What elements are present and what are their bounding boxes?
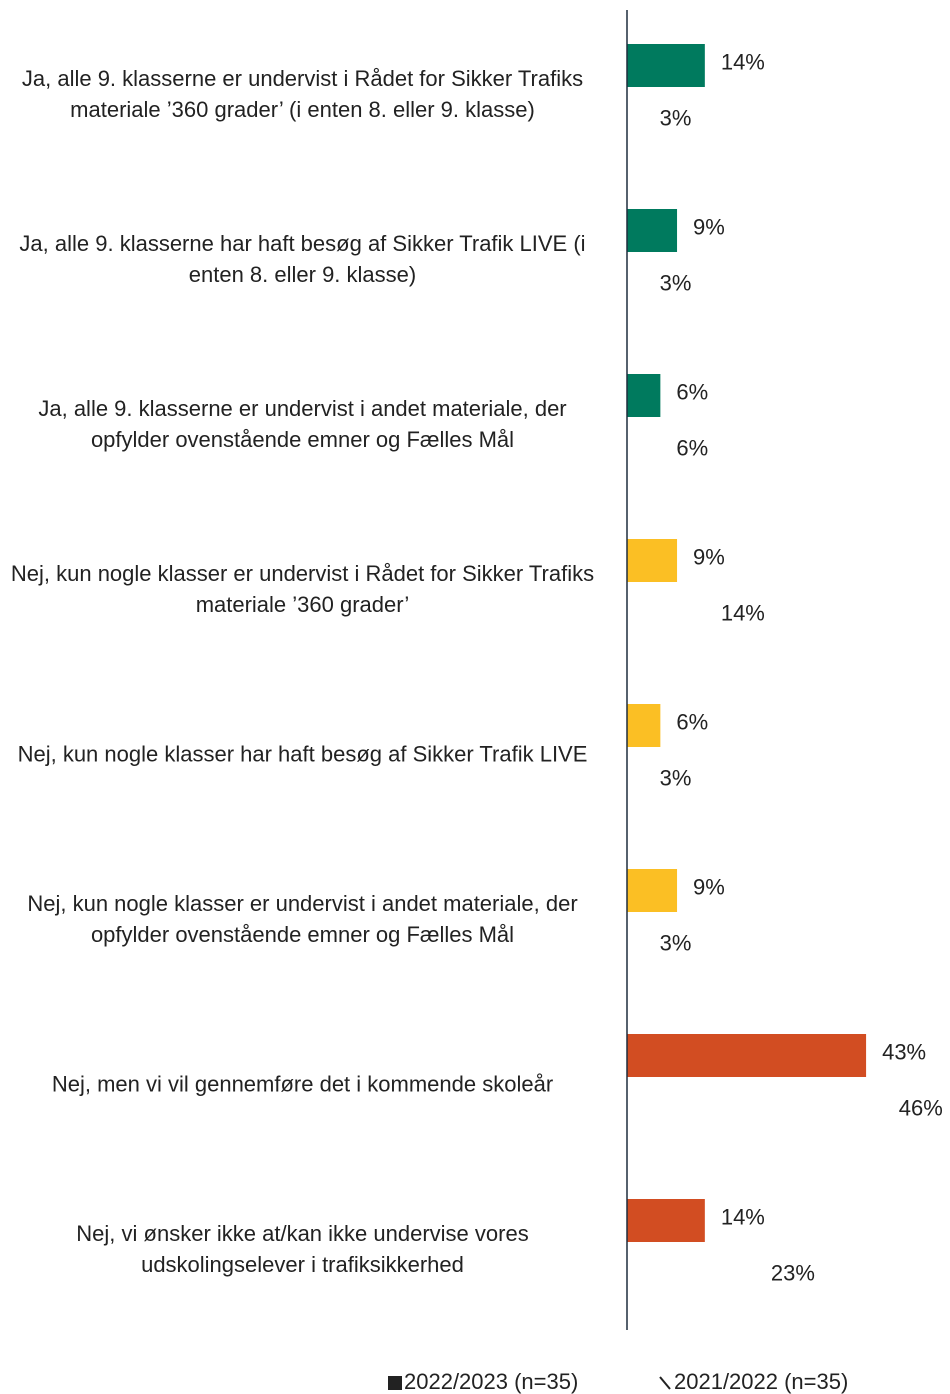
category-label: Nej, kun nogle klasser er undervist i Rå… <box>10 561 595 617</box>
bar <box>627 1090 883 1133</box>
bar <box>627 265 644 308</box>
category-label: Ja, alle 9. klasserne er undervist i Råd… <box>21 66 584 122</box>
legend-swatch <box>388 1376 402 1390</box>
value-label: 14% <box>721 600 765 625</box>
bar <box>627 209 678 252</box>
value-label: 43% <box>882 1039 926 1064</box>
value-label: 6% <box>676 709 708 734</box>
value-label: 3% <box>660 930 692 955</box>
bar <box>627 1255 755 1298</box>
value-label: 3% <box>660 270 692 295</box>
category-label: Ja, alle 9. klasserne er undervist i and… <box>38 396 567 452</box>
bar <box>627 704 661 747</box>
bar <box>627 760 644 803</box>
bar <box>627 1034 867 1077</box>
bar <box>627 430 661 473</box>
value-label: 23% <box>771 1260 815 1285</box>
category-label: Nej, vi ønsker ikke at/kan ikke undervis… <box>76 1221 529 1277</box>
bar <box>627 595 705 638</box>
value-label: 3% <box>660 105 692 130</box>
value-label: 9% <box>693 874 725 899</box>
category-label: Nej, men vi vil gennemføre det i kommend… <box>51 1071 554 1097</box>
bar <box>627 44 705 87</box>
value-label: 9% <box>693 214 725 239</box>
value-label: 14% <box>721 49 765 74</box>
bar <box>627 539 678 582</box>
category-label: Nej, kun nogle klasser er undervist i an… <box>27 891 578 947</box>
value-label: 46% <box>899 1095 943 1120</box>
value-label: 9% <box>693 544 725 569</box>
legend-swatch <box>659 1376 671 1390</box>
value-label: 6% <box>676 379 708 404</box>
legend-label: 2022/2023 (n=35) <box>404 1369 578 1394</box>
bar <box>627 374 661 417</box>
value-label: 6% <box>676 435 708 460</box>
value-label: 3% <box>660 765 692 790</box>
category-label: Ja, alle 9. klasserne har haft besøg af … <box>19 231 586 287</box>
value-label: 14% <box>721 1204 765 1229</box>
legend-label: 2021/2022 (n=35) <box>674 1369 848 1394</box>
bar <box>627 1199 705 1242</box>
bar <box>627 100 644 143</box>
bar <box>627 869 678 912</box>
bar <box>627 925 644 968</box>
category-label: Nej, kun nogle klasser har haft besøg af… <box>17 741 588 767</box>
